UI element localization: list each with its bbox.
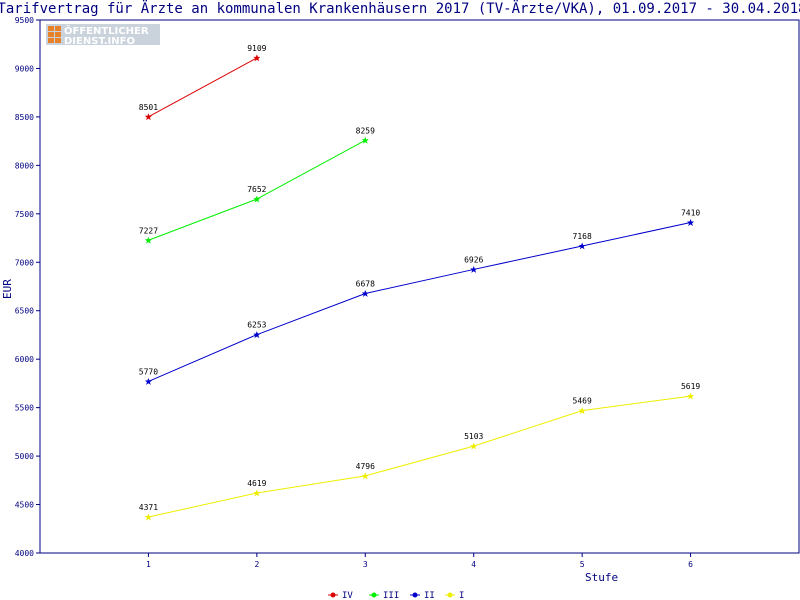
y-tick-label: 4000 — [15, 549, 34, 558]
plot-frame — [39, 19, 800, 554]
chart-title: Tarifvertrag für Ärzte an kommunalen Kra… — [0, 0, 800, 17]
x-tick-label: 5 — [580, 560, 585, 569]
x-axis-label: Stufe — [585, 571, 618, 584]
y-tick-label: 8500 — [15, 113, 34, 122]
data-point — [470, 442, 478, 450]
data-point — [253, 331, 261, 339]
series-line — [148, 222, 691, 382]
series-IV: 8501 9109 — [139, 44, 267, 121]
series-II: 5770 6253 6678 6926 7168 7410 — [139, 209, 700, 385]
data-point — [253, 195, 261, 203]
data-label: 5469 — [573, 397, 592, 406]
data-point — [144, 236, 152, 244]
data-point — [361, 472, 369, 480]
data-label: 6926 — [464, 255, 483, 264]
y-tick-label: 9000 — [15, 64, 34, 73]
legend-label: IV — [342, 591, 353, 600]
data-label: 5770 — [139, 367, 158, 376]
y-tick-label: 7000 — [15, 258, 34, 267]
logo-background — [46, 24, 160, 45]
x-tick-label: 4 — [471, 560, 476, 569]
data-label: 7168 — [573, 232, 592, 241]
data-label: 7652 — [247, 185, 266, 194]
y-tick-label: 9500 — [15, 16, 34, 25]
series-I: 4371 4619 4796 5103 5469 5619 — [139, 382, 700, 521]
legend-item-IV: IV — [328, 591, 353, 600]
y-tick-label: 4500 — [15, 501, 34, 510]
series-line — [148, 57, 258, 118]
data-point — [253, 54, 261, 62]
y-axis-label: EUR — [1, 279, 14, 299]
y-tick-label: 6000 — [15, 355, 34, 364]
legend-marker — [330, 592, 336, 598]
legend-label: I — [459, 591, 464, 600]
y-tick-label: 6500 — [15, 307, 34, 316]
watermark-logo: ÖFFENTLICHER DIENST.INFO — [46, 23, 160, 47]
data-point — [144, 513, 152, 521]
plot-area: 8501 9109 7227 7652 8259 5770 6253 6678 6926 7168… — [139, 44, 700, 521]
data-point — [578, 407, 586, 415]
data-label: 7227 — [139, 226, 158, 235]
x-tick-label: 1 — [146, 560, 151, 569]
legend-marker — [412, 592, 418, 598]
data-point — [687, 219, 695, 226]
data-label: 8259 — [356, 126, 375, 135]
data-point — [253, 489, 261, 497]
legend-item-II: II — [410, 591, 435, 600]
legend-label: III — [383, 591, 399, 600]
data-point — [144, 113, 152, 121]
data-point — [687, 392, 695, 400]
data-point — [361, 289, 369, 297]
legend-label: II — [424, 591, 435, 600]
data-label: 8501 — [139, 103, 158, 112]
data-point — [470, 265, 478, 273]
series-line — [148, 395, 691, 518]
y-tick-label: 8000 — [15, 161, 34, 170]
data-label: 5619 — [681, 382, 700, 391]
y-tick-label: 5500 — [15, 404, 34, 413]
data-label: 9109 — [247, 44, 266, 53]
legend: IV III II I — [328, 591, 464, 600]
legend-marker — [371, 592, 377, 598]
series-III: 7227 7652 8259 — [139, 126, 375, 244]
data-label: 4796 — [356, 462, 375, 471]
legend-item-III: III — [369, 591, 399, 600]
axes: 4000 4500 5000 5500 6000 6500 7000 7500 8000 8500… — [15, 16, 800, 569]
data-label: 4371 — [139, 503, 158, 512]
y-tick-label: 5000 — [15, 452, 34, 461]
legend-item-I: I — [445, 591, 464, 600]
y-tick-label: 7500 — [15, 210, 34, 219]
logo-line2: DIENST.INFO — [64, 36, 135, 47]
logo-grid-icon — [48, 26, 61, 43]
data-point — [578, 242, 586, 250]
x-tick-label: 2 — [254, 560, 259, 569]
x-tick-label: 6 — [688, 560, 693, 569]
data-label: 6678 — [356, 279, 375, 288]
logo-line1: ÖFFENTLICHER — [64, 23, 149, 37]
data-label: 4619 — [247, 479, 266, 488]
data-label: 5103 — [464, 432, 483, 441]
data-label: 6253 — [247, 321, 266, 330]
data-point — [361, 136, 369, 144]
data-label: 7410 — [681, 209, 700, 218]
data-point — [144, 377, 152, 385]
legend-marker — [447, 592, 453, 598]
x-tick-label: 3 — [363, 560, 368, 569]
